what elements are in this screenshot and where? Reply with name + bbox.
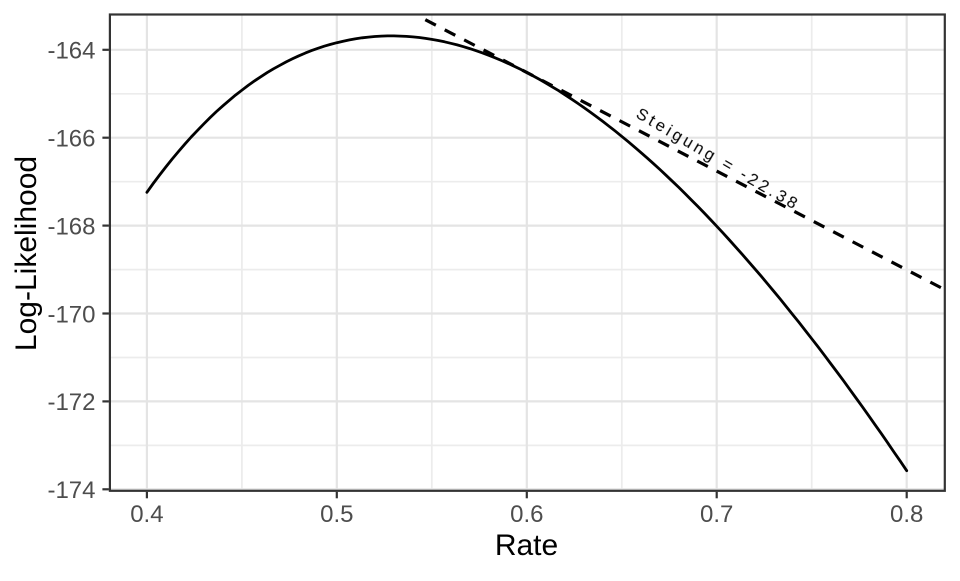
svg-text:Rate: Rate bbox=[495, 529, 558, 562]
svg-text:-174: -174 bbox=[47, 477, 95, 504]
svg-text:-170: -170 bbox=[47, 301, 95, 328]
svg-text:-164: -164 bbox=[47, 38, 95, 65]
svg-text:-172: -172 bbox=[47, 389, 95, 416]
svg-text:0.7: 0.7 bbox=[700, 501, 733, 528]
svg-text:0.4: 0.4 bbox=[130, 501, 163, 528]
svg-text:-168: -168 bbox=[47, 213, 95, 240]
svg-text:0.8: 0.8 bbox=[890, 501, 923, 528]
svg-text:Log-Likelihood: Log-Likelihood bbox=[10, 156, 43, 351]
svg-text:0.5: 0.5 bbox=[320, 501, 353, 528]
svg-text:-166: -166 bbox=[47, 126, 95, 153]
svg-text:0.6: 0.6 bbox=[510, 501, 543, 528]
